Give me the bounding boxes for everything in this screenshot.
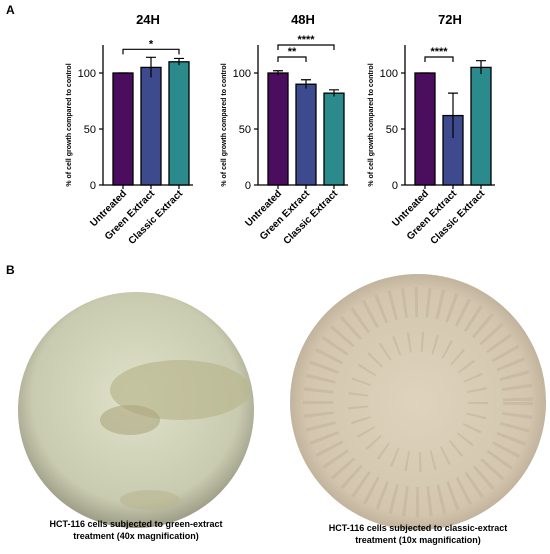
y-tick-label: 0 — [90, 180, 96, 192]
significance-label: **** — [430, 46, 448, 58]
y-tick-label: 50 — [386, 124, 398, 136]
y-tick-label: 50 — [239, 124, 251, 136]
caption: HCT-116 cells subjected to classic-extra… — [329, 523, 508, 533]
micrograph — [290, 274, 546, 530]
y-axis-label: % of cell growth compared to control — [221, 63, 228, 186]
error-bar — [273, 70, 283, 76]
y-axis-label: % of cell growth compared to control — [66, 63, 73, 186]
bar — [112, 72, 134, 186]
bar — [168, 61, 190, 186]
y-tick-label: 100 — [233, 68, 251, 80]
significance-label: **** — [297, 34, 315, 46]
significance-bracket — [122, 48, 180, 55]
error-bar — [476, 60, 486, 75]
chart-title: 24H — [136, 12, 160, 27]
significance-bracket — [424, 56, 454, 62]
significance-bracket — [277, 56, 307, 62]
y-tick-label: 0 — [245, 180, 251, 192]
significance-label: ** — [288, 46, 297, 58]
panel-label: A — [6, 3, 15, 17]
y-axis-label: % of cell growth compared to control — [368, 63, 375, 186]
caption: HCT-116 cells subjected to green-extract — [49, 519, 222, 529]
significance-label: * — [149, 38, 154, 50]
chart-title: 48H — [291, 12, 315, 27]
error-bar — [146, 56, 156, 78]
chart-title: 72H — [438, 12, 462, 27]
y-tick-label: 100 — [78, 68, 96, 80]
significance-bracket — [277, 44, 335, 50]
bar — [295, 83, 317, 186]
bar — [470, 66, 492, 186]
caption: treatment (40x magnification) — [73, 531, 199, 541]
bar — [140, 66, 162, 186]
bar — [414, 72, 436, 186]
bar — [323, 92, 345, 186]
error-bar — [329, 89, 339, 97]
y-tick-label: 100 — [380, 68, 398, 80]
error-bar — [448, 92, 458, 138]
y-tick-label: 50 — [84, 124, 96, 136]
bar — [267, 72, 289, 186]
error-bar — [301, 79, 311, 89]
error-bar — [174, 57, 184, 66]
caption: treatment (10x magnification) — [355, 535, 481, 545]
panel-label: B — [6, 263, 15, 277]
micrograph — [18, 292, 254, 528]
y-tick-label: 0 — [392, 180, 398, 192]
